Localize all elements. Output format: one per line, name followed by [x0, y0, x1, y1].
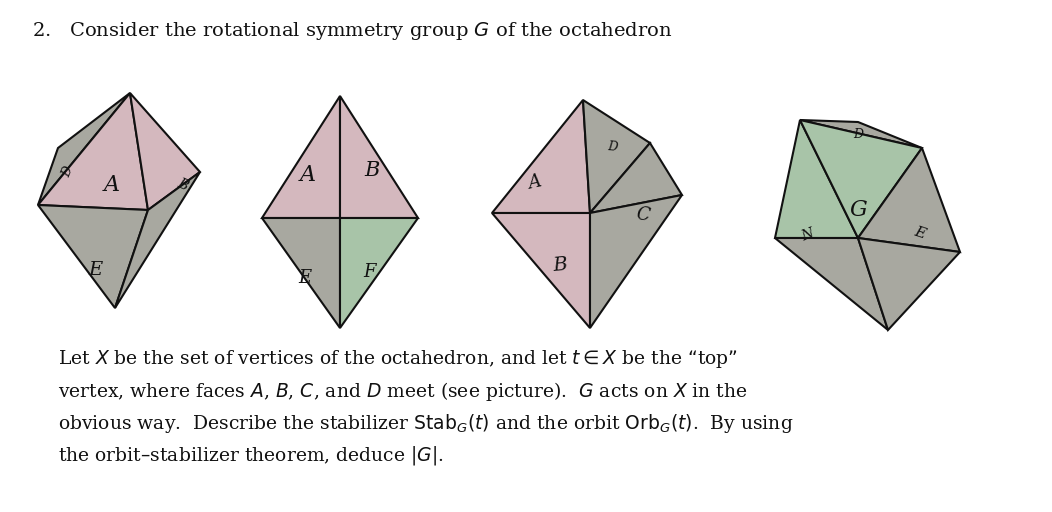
Polygon shape [583, 100, 650, 213]
Text: vertex, where faces $A$, $B$, $C$, and $D$ meet (see picture).  $G$ acts on $X$ : vertex, where faces $A$, $B$, $C$, and $… [58, 380, 748, 403]
Polygon shape [262, 96, 340, 218]
Polygon shape [340, 96, 418, 218]
Text: N: N [800, 226, 816, 244]
Text: D: D [60, 165, 76, 179]
Polygon shape [340, 218, 418, 328]
Polygon shape [38, 93, 148, 210]
Text: A: A [527, 173, 543, 193]
Polygon shape [38, 93, 130, 205]
Polygon shape [130, 93, 200, 210]
Polygon shape [858, 238, 960, 330]
Polygon shape [115, 172, 200, 308]
Polygon shape [590, 195, 682, 328]
Text: G: G [849, 199, 867, 221]
Polygon shape [492, 213, 590, 328]
Polygon shape [262, 218, 340, 328]
Polygon shape [775, 238, 888, 330]
Polygon shape [492, 100, 590, 213]
Text: D: D [606, 140, 618, 154]
Text: the orbit–stabilizer theorem, deduce $|G|$.: the orbit–stabilizer theorem, deduce $|G… [58, 444, 444, 467]
Text: E: E [88, 261, 102, 279]
Text: B: B [552, 255, 568, 274]
Polygon shape [800, 120, 922, 238]
Polygon shape [38, 205, 148, 308]
Polygon shape [800, 120, 922, 148]
Text: D: D [853, 129, 863, 141]
Polygon shape [590, 143, 682, 213]
Text: B: B [176, 177, 190, 194]
Text: E: E [299, 269, 311, 287]
Text: A: A [300, 164, 316, 186]
Text: A: A [104, 174, 120, 196]
Text: F: F [364, 263, 377, 281]
Text: C: C [635, 205, 651, 225]
Text: Let $X$ be the set of vertices of the octahedron, and let $t \in X$ be the “top”: Let $X$ be the set of vertices of the oc… [58, 348, 739, 370]
Text: B: B [364, 160, 380, 180]
Text: 2.   Consider the rotational symmetry group $G$ of the octahedron: 2. Consider the rotational symmetry grou… [32, 20, 672, 42]
Text: E: E [912, 225, 928, 241]
Polygon shape [858, 148, 960, 252]
Text: obvious way.  Describe the stabilizer $\mathrm{Stab}_G(t)$ and the orbit $\mathr: obvious way. Describe the stabilizer $\m… [58, 412, 793, 435]
Polygon shape [775, 120, 858, 238]
